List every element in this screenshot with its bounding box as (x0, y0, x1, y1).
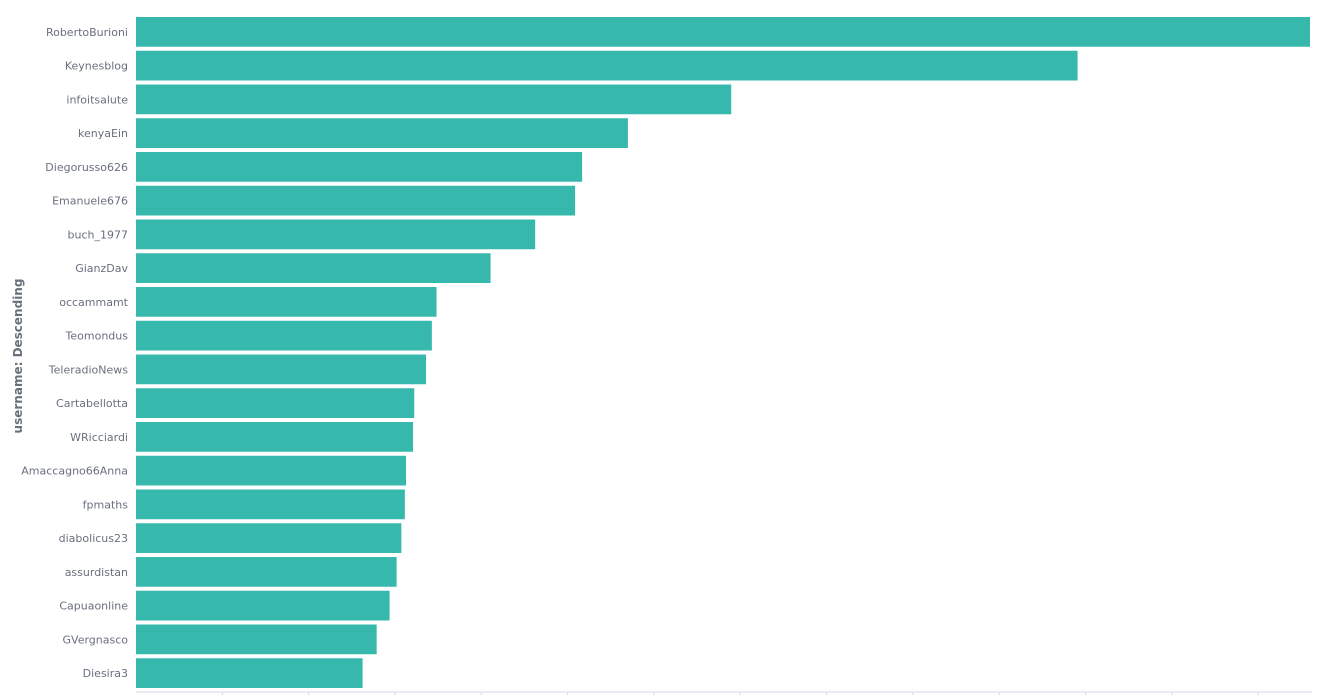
bar[interactable] (136, 50, 1078, 81)
y-tick-label: Diegorusso626 (45, 161, 128, 174)
bar[interactable] (136, 624, 377, 655)
y-tick-label: Emanuele676 (52, 195, 128, 208)
y-tick-label: assurdistan (65, 566, 128, 579)
bar[interactable] (136, 455, 407, 486)
bar[interactable] (136, 118, 628, 148)
y-axis-title: username: Descending (11, 279, 25, 434)
bar[interactable] (136, 388, 415, 418)
bars (136, 17, 1310, 688)
y-tick-label: RobertoBurioni (46, 26, 128, 39)
y-tick-label: Cartabellotta (56, 397, 128, 410)
y-tick-label: Diesira3 (83, 667, 128, 680)
bar[interactable] (136, 590, 390, 621)
y-tick-label: GVergnasco (63, 633, 129, 646)
bar[interactable] (136, 219, 536, 250)
y-tick-label: diabolicus23 (59, 532, 128, 545)
bar[interactable] (136, 152, 583, 182)
y-tick-label: kenyaEin (78, 127, 128, 140)
y-tick-labels: RobertoBurioni Keynesblog infoitsalute keny… (21, 26, 128, 680)
y-tick-label: fpmaths (83, 498, 129, 511)
bar[interactable] (136, 557, 397, 587)
bar[interactable] (136, 354, 426, 385)
y-tick-label: WRicciardi (70, 431, 128, 444)
y-tick-label: GianzDav (75, 262, 128, 275)
y-tick-label: infoitsalute (66, 93, 128, 106)
bar[interactable] (136, 320, 432, 351)
y-tick-label: buch_1977 (68, 228, 128, 241)
bar[interactable] (136, 185, 576, 216)
y-tick-label: Teomondus (65, 330, 129, 343)
bar[interactable] (136, 17, 1310, 47)
y-tick-label: Amaccagno66Anna (21, 465, 128, 478)
bar[interactable] (136, 422, 414, 452)
bar[interactable] (136, 489, 405, 520)
y-tick-label: Keynesblog (65, 60, 128, 73)
bar[interactable] (136, 253, 491, 283)
bar[interactable] (136, 84, 732, 115)
y-tick-label: TeleradioNews (48, 363, 128, 376)
y-tick-label: occammamt (59, 296, 128, 309)
y-tick-label: Capuaonline (59, 600, 128, 613)
bar[interactable] (136, 523, 402, 553)
bar[interactable] (136, 658, 363, 688)
bar[interactable] (136, 287, 437, 317)
